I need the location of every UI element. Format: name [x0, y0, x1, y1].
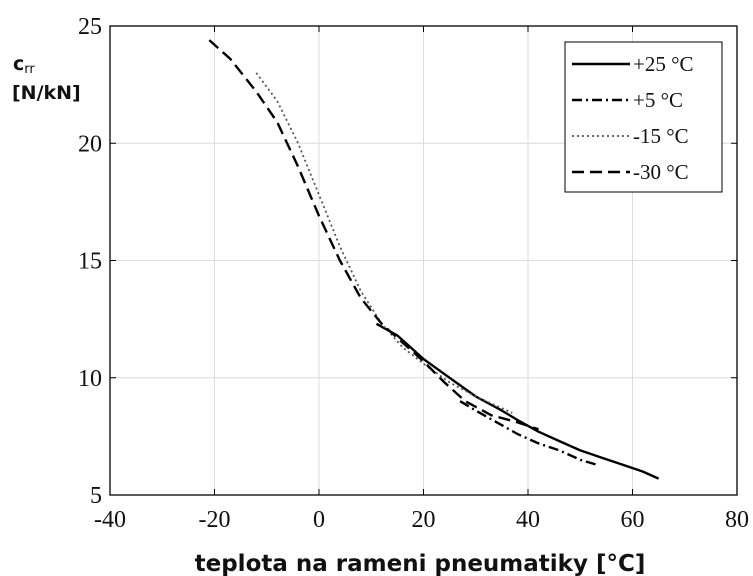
series-line-1 — [375, 322, 660, 480]
legend-box — [564, 41, 723, 193]
y-tick-label: 25 — [78, 14, 102, 40]
x-tick-label: 0 — [313, 507, 325, 533]
data-series — [208, 39, 660, 480]
x-tick-label: 40 — [516, 507, 540, 533]
legend-label: -30 °C — [633, 160, 689, 184]
axis-ticks: -40 -20 0 20 40 60 80 5 10 15 20 25 — [78, 14, 749, 533]
series-line-4 — [208, 39, 539, 431]
x-tick-label: -40 — [94, 507, 126, 533]
y-tick-label: 20 — [78, 131, 102, 157]
x-tick-label: 80 — [725, 507, 749, 533]
series-line-2 — [459, 400, 597, 466]
x-tick-label: 20 — [412, 507, 436, 533]
legend: +25 °C +5 °C -15 °C -30 °C — [564, 41, 723, 193]
legend-label: +5 °C — [633, 88, 683, 112]
x-axis-title: teplota na rameni pneumatiky [°C] — [195, 551, 646, 576]
x-tick-label: 60 — [621, 507, 645, 533]
series-line-3 — [255, 72, 513, 414]
y-tick-label: 5 — [90, 483, 102, 509]
y-tick-label: 15 — [78, 249, 102, 275]
y-axis-title-symbol: crr — [13, 53, 35, 77]
y-tick-label: 10 — [78, 366, 102, 392]
y-axis-unit: [N/kN] — [12, 82, 81, 104]
y-axis-symbol: c — [13, 53, 24, 75]
x-tick-label: -20 — [199, 507, 231, 533]
legend-label: -15 °C — [633, 124, 689, 148]
y-axis-subscript: rr — [24, 62, 35, 77]
legend-label: +25 °C — [633, 52, 694, 76]
